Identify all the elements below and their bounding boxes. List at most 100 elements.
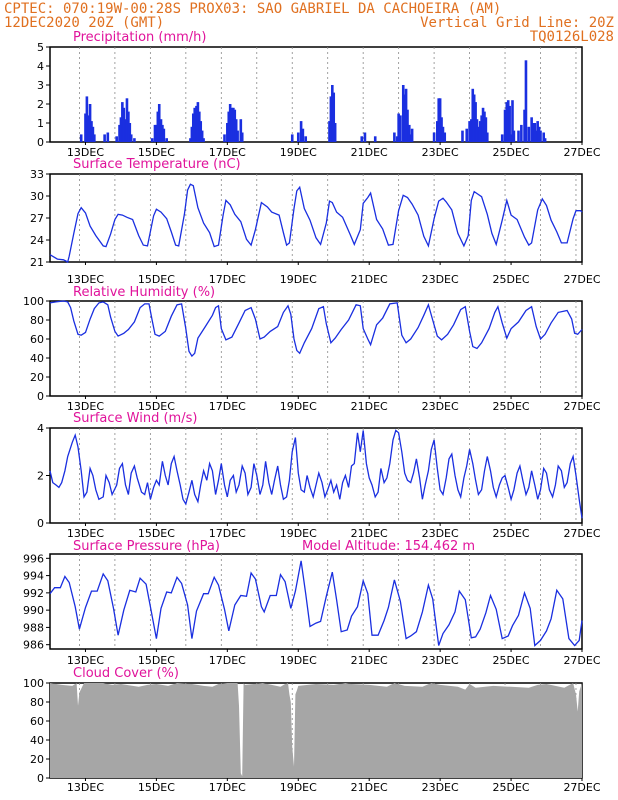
precip-bar: [155, 124, 158, 142]
precip-bar: [199, 121, 203, 142]
precip-bar: [223, 134, 226, 142]
precip-bar: [150, 138, 154, 142]
cloud-xtick-label: 13DEC: [67, 781, 104, 794]
precip-bar: [239, 119, 243, 142]
temperature-xtick-label: 27DEC: [563, 273, 600, 286]
precip-bar: [290, 134, 294, 142]
precip-bar: [189, 138, 192, 142]
pressure-xtick-label: 23DEC: [422, 654, 459, 667]
precip-bar: [228, 104, 232, 142]
precip-bar: [153, 124, 157, 142]
temperature-xtick-label: 25DEC: [493, 273, 530, 286]
humidity-ytick-label: 80: [30, 314, 44, 327]
precip-bar: [373, 136, 377, 142]
cloud-xtick-label: 15DEC: [138, 781, 175, 794]
precip-bar: [471, 88, 475, 142]
humidity-ytick-label: 0: [37, 390, 44, 403]
precip-bar: [103, 134, 106, 142]
precip-bar: [441, 126, 445, 142]
precip-bar: [395, 136, 399, 142]
station-header: CPTEC: 070:19W-00:28S PROX03: SAO GABRIE…: [4, 1, 501, 17]
precipitation-xtick-label: 17DEC: [209, 146, 246, 159]
pressure-panel: 986 988 990 992 994 996 13DEC 15DEC 17DEC 19DEC 21…: [23, 539, 601, 667]
precip-bar: [196, 102, 200, 142]
precipitation-ytick-label: 3: [37, 79, 44, 92]
precip-bar: [157, 104, 161, 142]
precip-bar: [236, 130, 239, 142]
precipitation-xtick-label: 25DEC: [493, 146, 530, 159]
precip-bar: [406, 109, 409, 142]
precip-bar: [121, 102, 124, 142]
humidity-ytick-label: 20: [30, 371, 44, 384]
precip-bar: [409, 134, 412, 142]
precip-bar: [403, 94, 406, 142]
cloud-xtick-label: 17DEC: [209, 781, 246, 794]
pressure-xtick-label: 17DEC: [209, 654, 246, 667]
pressure-ytick-label: 988: [23, 621, 44, 634]
cloud-xtick-label: 25DEC: [493, 781, 530, 794]
precip-bar: [87, 115, 90, 142]
humidity-ytick-label: 40: [30, 352, 44, 365]
temperature-xtick-label: 17DEC: [209, 273, 246, 286]
grid-line-note: Vertical Grid Line: 20Z: [420, 15, 614, 31]
precip-bar: [240, 132, 244, 142]
precipitation-ytick-label: 4: [37, 60, 44, 73]
precip-bar: [530, 117, 533, 142]
precip-bar: [407, 124, 411, 142]
precip-bar: [524, 60, 528, 142]
precip-bar: [472, 94, 476, 142]
precip-bar: [200, 130, 204, 142]
precip-bar: [511, 100, 514, 142]
precipitation-frame: [49, 46, 583, 143]
precip-bar: [461, 130, 464, 142]
precipitation-ytick-label: 5: [37, 41, 44, 54]
cloud-ytick-label: 60: [30, 715, 44, 728]
pressure-ytick-label: 992: [23, 587, 44, 600]
humidity-xtick-label: 15DEC: [138, 400, 175, 413]
cloud-ytick-label: 20: [30, 753, 44, 766]
precip-bar: [520, 124, 523, 142]
precipitation-title: Precipitation (mm/h): [73, 30, 206, 45]
precip-bar: [198, 111, 201, 142]
temperature-xtick-label: 23DEC: [422, 273, 459, 286]
wind-xtick-label: 13DEC: [67, 527, 104, 540]
precip-bar: [512, 130, 516, 142]
precip-bar: [328, 121, 331, 142]
precip-bar: [435, 121, 439, 142]
precip-bar: [193, 107, 197, 142]
precip-bar: [527, 126, 531, 142]
humidity-title: Relative Humidity (%): [73, 285, 215, 300]
wind-title: Surface Wind (m/s): [73, 411, 197, 426]
precip-bar: [401, 85, 405, 142]
pressure-xtick-label: 21DEC: [351, 654, 388, 667]
temperature-ytick-label: 27: [30, 212, 44, 225]
precip-bar: [85, 96, 89, 142]
humidity-line: [49, 300, 583, 358]
precip-bar: [432, 132, 436, 142]
wind-line: [49, 429, 583, 519]
precip-bar: [233, 109, 237, 142]
precip-bar: [533, 123, 537, 142]
precip-bar: [165, 138, 168, 142]
precip-bar: [399, 115, 402, 142]
precipitation-xtick-label: 21DEC: [351, 146, 388, 159]
precip-bar: [543, 138, 547, 142]
precip-bar: [190, 126, 194, 142]
humidity-xtick-label: 25DEC: [493, 400, 530, 413]
precip-bar: [481, 107, 485, 142]
precip-bar: [124, 119, 127, 142]
precip-bar: [88, 104, 92, 142]
precip-bar: [332, 92, 336, 142]
precip-bar: [301, 128, 305, 142]
humidity-xtick-label: 19DEC: [280, 400, 317, 413]
precip-bar: [129, 134, 133, 142]
precip-bar: [304, 136, 308, 142]
temperature-ytick-label: 24: [30, 234, 44, 247]
humidity-frame: [49, 300, 583, 397]
precip-bar: [162, 128, 166, 142]
precip-bar: [230, 107, 234, 142]
precip-bar: [329, 96, 333, 142]
cloud-ytick-label: 40: [30, 734, 44, 747]
precip-bar: [484, 117, 488, 142]
precipitation-xtick-label: 27DEC: [563, 146, 600, 159]
